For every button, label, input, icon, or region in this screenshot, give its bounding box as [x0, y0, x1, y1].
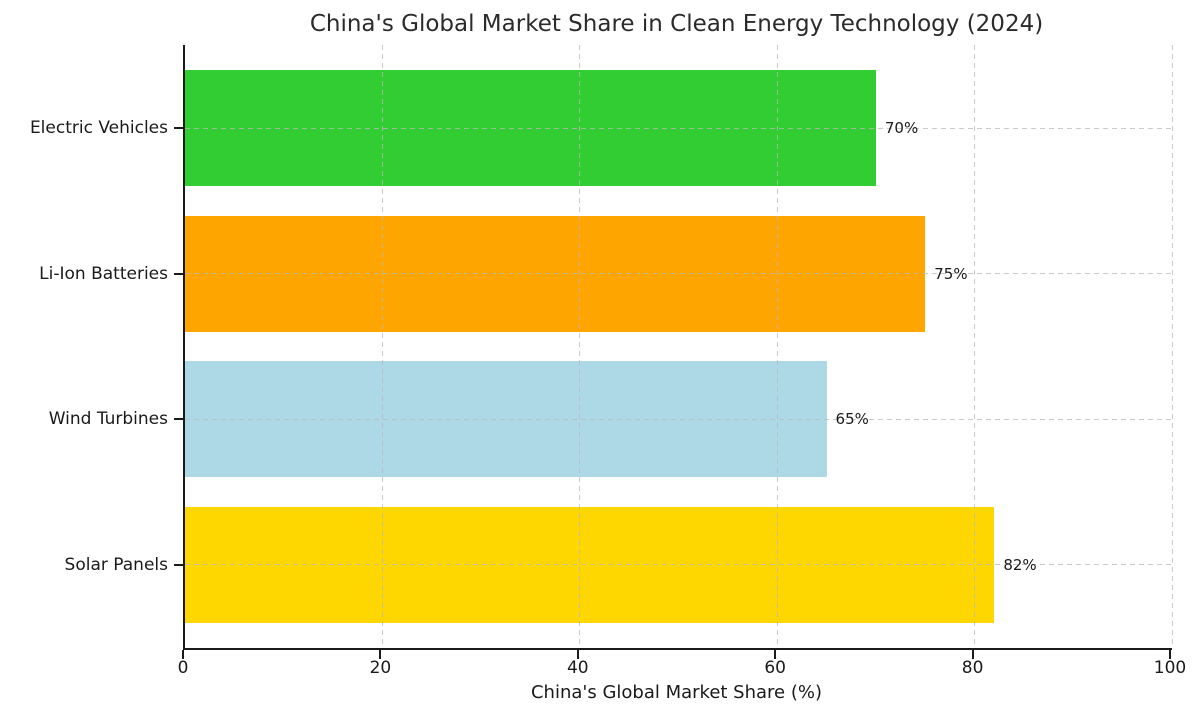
y-tick-label-li-ion-batteries: Li-Ion Batteries: [39, 263, 168, 284]
value-label-solar-panels: 82%: [1003, 555, 1037, 574]
y-tick-label-wind-turbines: Wind Turbines: [48, 409, 168, 429]
x-tick-mark-80: [971, 650, 974, 659]
x-tick-label-100: 100: [1153, 658, 1187, 678]
x-tick-label-20: 20: [369, 658, 392, 678]
x-tick-label-40: 40: [566, 658, 589, 678]
x-tick-mark-20: [379, 650, 382, 659]
x-gridline-20: [381, 45, 383, 648]
x-gridline-60: [776, 45, 778, 648]
y-tick-label-electric-vehicles: Electric Vehicles: [29, 118, 168, 138]
value-label-li-ion-batteries: 75%: [934, 264, 968, 283]
x-tick-label-60: 60: [764, 658, 786, 678]
y-gridline-solar-panels: [185, 564, 1172, 565]
x-tick-mark-40: [576, 650, 579, 659]
x-gridline-100: [1171, 45, 1173, 648]
y-gridline-electric-vehicles: [185, 127, 1172, 129]
x-tick-mark-100: [1169, 650, 1171, 659]
y-gridline-wind-turbines: [185, 418, 1172, 420]
value-label-wind-turbines: 65%: [835, 410, 869, 428]
y-tick-mark-solar-panels: [174, 563, 183, 566]
y-tick-mark-electric-vehicles: [174, 127, 183, 129]
x-tick-label-80: 80: [961, 658, 984, 678]
y-tick-label-solar-panels: Solar Panels: [64, 554, 168, 575]
y-tick-mark-wind-turbines: [174, 418, 183, 420]
x-gridline-80: [974, 45, 976, 648]
y-gridline-li-ion-batteries: [185, 273, 1172, 274]
x-gridline-40: [579, 45, 581, 648]
y-tick-mark-li-ion-batteries: [174, 272, 183, 275]
plot-area: 70% 75% 65% 82%: [183, 45, 1173, 650]
x-tick-mark-60: [774, 650, 777, 659]
value-label-electric-vehicles: 70%: [884, 119, 919, 137]
x-tick-mark-0: [182, 650, 184, 659]
x-axis-label: China's Global Market Share (%): [530, 682, 822, 703]
x-tick-label-0: 0: [177, 658, 189, 678]
chart-title: China's Global Market Share in Clean Ene…: [309, 11, 1044, 37]
